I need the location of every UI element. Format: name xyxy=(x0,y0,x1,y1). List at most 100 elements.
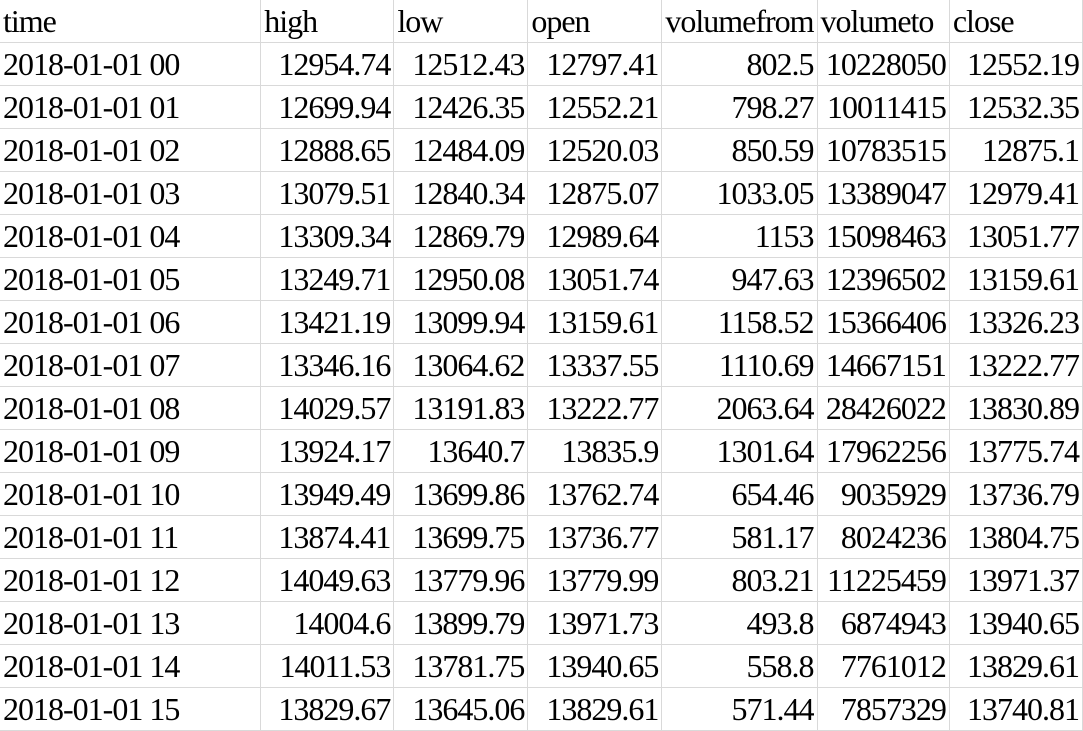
cell-volumefrom[interactable]: 1153 xyxy=(661,214,818,258)
cell-time[interactable]: 2018-01-01 00 xyxy=(0,42,262,86)
cell-volumeto[interactable]: 10228050 xyxy=(817,42,950,86)
cell-open[interactable]: 12552.21 xyxy=(527,85,663,129)
cell-low[interactable]: 12840.34 xyxy=(393,171,529,215)
cell-close[interactable]: 12552.19 xyxy=(949,42,1083,86)
cell-low[interactable]: 13899.79 xyxy=(393,601,529,645)
cell-high[interactable]: 14049.63 xyxy=(260,558,395,602)
cell-low[interactable]: 13064.62 xyxy=(393,343,529,387)
cell-open[interactable]: 13051.74 xyxy=(527,257,663,301)
cell-low[interactable]: 13779.96 xyxy=(393,558,529,602)
cell-time[interactable]: 2018-01-01 07 xyxy=(0,343,262,387)
cell-high[interactable]: 13874.41 xyxy=(260,515,395,559)
cell-close[interactable]: 13159.61 xyxy=(949,257,1083,301)
cell-volumefrom[interactable]: 581.17 xyxy=(661,515,818,559)
cell-volumefrom[interactable]: 654.46 xyxy=(661,472,818,516)
cell-open[interactable]: 13159.61 xyxy=(527,300,663,344)
cell-high[interactable]: 13346.16 xyxy=(260,343,395,387)
cell-volumefrom[interactable]: 558.8 xyxy=(661,644,818,688)
cell-low[interactable]: 13645.06 xyxy=(393,687,529,731)
cell-time[interactable]: 2018-01-01 02 xyxy=(0,128,262,172)
cell-high[interactable]: 13829.67 xyxy=(260,687,395,731)
cell-volumeto[interactable]: 7857329 xyxy=(817,687,950,731)
cell-close[interactable]: 13775.74 xyxy=(949,429,1083,473)
cell-close[interactable]: 13051.77 xyxy=(949,214,1083,258)
cell-open[interactable]: 12797.41 xyxy=(527,42,663,86)
cell-close[interactable]: 13829.61 xyxy=(949,644,1083,688)
cell-low[interactable]: 13640.7 xyxy=(393,429,529,473)
cell-high[interactable]: 12888.65 xyxy=(260,128,395,172)
cell-close[interactable]: 13740.81 xyxy=(949,687,1083,731)
column-header-high[interactable]: high xyxy=(260,0,395,43)
cell-volumeto[interactable]: 10011415 xyxy=(817,85,950,129)
cell-time[interactable]: 2018-01-01 12 xyxy=(0,558,262,602)
cell-time[interactable]: 2018-01-01 11 xyxy=(0,515,262,559)
cell-volumeto[interactable]: 13389047 xyxy=(817,171,950,215)
cell-open[interactable]: 13971.73 xyxy=(527,601,663,645)
cell-high[interactable]: 12954.74 xyxy=(260,42,395,86)
cell-time[interactable]: 2018-01-01 13 xyxy=(0,601,262,645)
cell-volumeto[interactable]: 15098463 xyxy=(817,214,950,258)
cell-volumefrom[interactable]: 1110.69 xyxy=(661,343,818,387)
cell-open[interactable]: 13779.99 xyxy=(527,558,663,602)
cell-volumeto[interactable]: 14667151 xyxy=(817,343,950,387)
column-header-time[interactable]: time xyxy=(0,0,262,43)
cell-volumefrom[interactable]: 2063.64 xyxy=(661,386,818,430)
cell-open[interactable]: 12989.64 xyxy=(527,214,663,258)
cell-open[interactable]: 13337.55 xyxy=(527,343,663,387)
cell-volumeto[interactable]: 12396502 xyxy=(817,257,950,301)
cell-volumefrom[interactable]: 802.5 xyxy=(661,42,818,86)
cell-time[interactable]: 2018-01-01 06 xyxy=(0,300,262,344)
cell-volumeto[interactable]: 6874943 xyxy=(817,601,950,645)
cell-high[interactable]: 13421.19 xyxy=(260,300,395,344)
cell-time[interactable]: 2018-01-01 14 xyxy=(0,644,262,688)
cell-low[interactable]: 13699.86 xyxy=(393,472,529,516)
cell-open[interactable]: 13940.65 xyxy=(527,644,663,688)
cell-time[interactable]: 2018-01-01 09 xyxy=(0,429,262,473)
cell-time[interactable]: 2018-01-01 05 xyxy=(0,257,262,301)
cell-volumeto[interactable]: 7761012 xyxy=(817,644,950,688)
cell-volumeto[interactable]: 10783515 xyxy=(817,128,950,172)
cell-low[interactable]: 13781.75 xyxy=(393,644,529,688)
cell-close[interactable]: 13971.37 xyxy=(949,558,1083,602)
cell-time[interactable]: 2018-01-01 08 xyxy=(0,386,262,430)
cell-volumeto[interactable]: 11225459 xyxy=(817,558,950,602)
cell-high[interactable]: 13924.17 xyxy=(260,429,395,473)
cell-time[interactable]: 2018-01-01 15 xyxy=(0,687,262,731)
cell-low[interactable]: 13699.75 xyxy=(393,515,529,559)
cell-volumefrom[interactable]: 1158.52 xyxy=(661,300,818,344)
cell-open[interactable]: 13222.77 xyxy=(527,386,663,430)
cell-close[interactable]: 12979.41 xyxy=(949,171,1083,215)
cell-close[interactable]: 13940.65 xyxy=(949,601,1083,645)
cell-high[interactable]: 14004.6 xyxy=(260,601,395,645)
cell-open[interactable]: 13829.61 xyxy=(527,687,663,731)
cell-close[interactable]: 12532.35 xyxy=(949,85,1083,129)
cell-volumeto[interactable]: 28426022 xyxy=(817,386,950,430)
cell-volumeto[interactable]: 15366406 xyxy=(817,300,950,344)
cell-high[interactable]: 13079.51 xyxy=(260,171,395,215)
cell-high[interactable]: 14029.57 xyxy=(260,386,395,430)
cell-low[interactable]: 13191.83 xyxy=(393,386,529,430)
cell-volumeto[interactable]: 8024236 xyxy=(817,515,950,559)
cell-volumefrom[interactable]: 571.44 xyxy=(661,687,818,731)
column-header-close[interactable]: close xyxy=(949,0,1083,43)
column-header-volumefrom[interactable]: volumefrom xyxy=(661,0,818,43)
column-header-volumeto[interactable]: volumeto xyxy=(817,0,950,43)
cell-volumefrom[interactable]: 1301.64 xyxy=(661,429,818,473)
cell-low[interactable]: 12950.08 xyxy=(393,257,529,301)
cell-close[interactable]: 13830.89 xyxy=(949,386,1083,430)
cell-open[interactable]: 12520.03 xyxy=(527,128,663,172)
cell-close[interactable]: 12875.1 xyxy=(949,128,1083,172)
cell-low[interactable]: 13099.94 xyxy=(393,300,529,344)
cell-volumefrom[interactable]: 947.63 xyxy=(661,257,818,301)
cell-volumeto[interactable]: 9035929 xyxy=(817,472,950,516)
cell-close[interactable]: 13222.77 xyxy=(949,343,1083,387)
cell-open[interactable]: 13835.9 xyxy=(527,429,663,473)
cell-volumefrom[interactable]: 1033.05 xyxy=(661,171,818,215)
cell-volumefrom[interactable]: 850.59 xyxy=(661,128,818,172)
cell-open[interactable]: 13762.74 xyxy=(527,472,663,516)
cell-volumefrom[interactable]: 493.8 xyxy=(661,601,818,645)
cell-low[interactable]: 12512.43 xyxy=(393,42,529,86)
cell-high[interactable]: 13309.34 xyxy=(260,214,395,258)
cell-time[interactable]: 2018-01-01 04 xyxy=(0,214,262,258)
column-header-open[interactable]: open xyxy=(527,0,663,43)
